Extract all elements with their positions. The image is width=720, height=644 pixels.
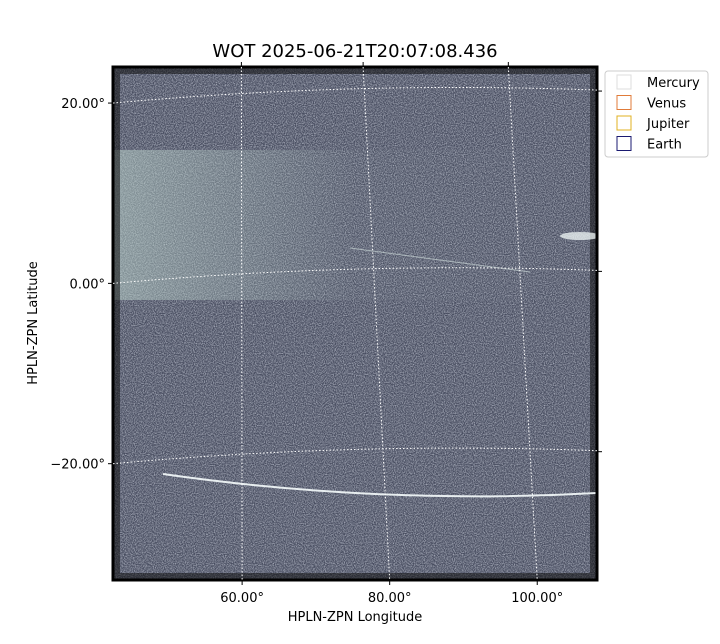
legend-marker <box>616 74 632 90</box>
image <box>113 67 597 580</box>
legend-marker <box>616 95 632 110</box>
grid-line <box>112 267 598 284</box>
grid-line <box>362 66 391 581</box>
grid-line <box>112 86 598 104</box>
legend-marker <box>616 115 632 131</box>
grid-line <box>112 447 598 465</box>
y-axis-label: HPLN-ZPN Latitude <box>26 261 41 384</box>
legend-label: Earth <box>647 138 682 153</box>
x-tick-label: 60.00° <box>220 591 264 606</box>
grid-line <box>507 66 538 581</box>
x-tick-label: 80.00° <box>368 591 412 606</box>
x-tick-label: 100.00° <box>511 591 563 606</box>
x-axis-label: HPLN-ZPN Longitude <box>288 610 423 625</box>
legend-label: Venus <box>647 97 686 112</box>
legend-marker <box>616 136 632 151</box>
y-tick-label: 20.00° <box>61 97 105 112</box>
legend <box>604 70 709 158</box>
y-tick-label: 0.00° <box>70 277 105 292</box>
axes-frame <box>111 65 599 582</box>
grid-line <box>240 66 243 581</box>
legend-label: Mercury <box>647 76 700 91</box>
y-tick-label: −20.00° <box>50 458 105 473</box>
legend-label: Jupiter <box>646 117 690 132</box>
chart-title: WOT 2025-06-21T20:07:08.436 <box>212 41 497 62</box>
